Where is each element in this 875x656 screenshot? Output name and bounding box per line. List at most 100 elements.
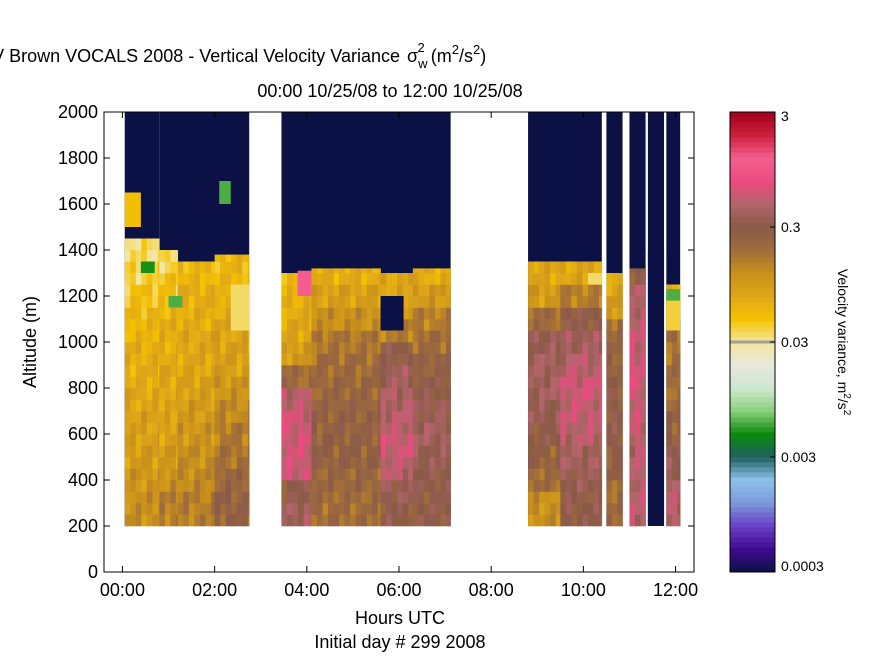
heatmap-cell bbox=[671, 468, 678, 481]
heatmap-cell bbox=[199, 457, 206, 469]
heatmap-cell bbox=[666, 376, 673, 389]
heatmap-cell bbox=[130, 238, 137, 251]
heatmap-cell bbox=[175, 250, 179, 262]
heatmap-cell bbox=[124, 422, 131, 435]
heatmap-cell bbox=[617, 503, 623, 515]
heatmap-cell bbox=[194, 376, 201, 389]
heatmap-cell bbox=[611, 399, 618, 412]
heatmap-cell bbox=[170, 342, 177, 354]
heatmap-cell bbox=[361, 365, 368, 377]
heatmap-cell bbox=[183, 284, 190, 297]
x-tick-label: 10:00 bbox=[561, 580, 606, 600]
heatmap-cell bbox=[322, 376, 329, 389]
heatmap-cell bbox=[560, 491, 567, 504]
heatmap-cell bbox=[412, 307, 419, 320]
heatmap-cell bbox=[533, 411, 540, 423]
heatmap-cell bbox=[286, 273, 293, 285]
heatmap-cell bbox=[236, 445, 243, 458]
heatmap-cell bbox=[412, 445, 419, 458]
heatmap-cell bbox=[361, 307, 368, 320]
heatmap-cell bbox=[141, 330, 148, 343]
heatmap-cell bbox=[124, 342, 131, 354]
heatmap-cell bbox=[366, 411, 373, 423]
heatmap-cell bbox=[170, 330, 177, 343]
heatmap-cell bbox=[311, 353, 318, 366]
heatmap-cell bbox=[231, 261, 238, 274]
heatmap-cell bbox=[611, 503, 618, 515]
heatmap-cell bbox=[550, 307, 557, 320]
heatmap-cell bbox=[599, 296, 603, 308]
heatmap-cell bbox=[555, 330, 561, 343]
heatmap-cell bbox=[599, 468, 603, 481]
heatmap-cell bbox=[446, 434, 451, 446]
heatmap-cell bbox=[194, 273, 201, 285]
heatmap-cell bbox=[328, 353, 334, 366]
heatmap-cell bbox=[582, 296, 589, 308]
heatmap-cell bbox=[355, 284, 362, 297]
heatmap-cell bbox=[606, 388, 613, 400]
heatmap-cell bbox=[339, 273, 345, 285]
heatmap-cell bbox=[292, 503, 299, 515]
heatmap-cell bbox=[611, 284, 618, 297]
heatmap-cell bbox=[124, 411, 131, 423]
heatmap-cell bbox=[361, 399, 368, 412]
heatmap-cell bbox=[391, 353, 398, 366]
heatmap-cell bbox=[544, 284, 551, 297]
title-units-open: (m bbox=[431, 46, 452, 66]
heatmap-cell bbox=[555, 284, 561, 297]
heatmap-cell bbox=[292, 411, 299, 423]
colorbar-swatch bbox=[730, 367, 775, 373]
heatmap-cell bbox=[418, 503, 425, 515]
heatmap-cell bbox=[640, 307, 646, 320]
heatmap-cell bbox=[397, 468, 403, 481]
heatmap-cell bbox=[377, 284, 381, 297]
heatmap-cell bbox=[576, 376, 583, 389]
heatmap-cell bbox=[423, 376, 430, 389]
heatmap-cell bbox=[377, 319, 381, 331]
heatmap-cell bbox=[429, 365, 436, 377]
heatmap-cell bbox=[286, 422, 293, 435]
heatmap-cell bbox=[247, 411, 250, 423]
heatmap-cell bbox=[582, 422, 589, 435]
heatmap-cell bbox=[183, 353, 190, 366]
heatmap-cell bbox=[231, 342, 238, 354]
heatmap-cell bbox=[124, 503, 131, 515]
heatmap-cell bbox=[397, 422, 403, 435]
heatmap-cell bbox=[355, 445, 362, 458]
heatmap-cell bbox=[177, 514, 184, 527]
heatmap-cell bbox=[231, 330, 238, 343]
heatmap-cell bbox=[565, 365, 572, 377]
heatmap-cell bbox=[635, 353, 641, 366]
heatmap-cell bbox=[205, 411, 212, 423]
heatmap-cell bbox=[402, 434, 409, 446]
colorbar-swatch bbox=[730, 297, 775, 303]
heatmap-cell bbox=[152, 307, 159, 320]
colorbar-swatch bbox=[730, 372, 775, 378]
heatmap-cell bbox=[225, 388, 232, 400]
heatmap-cell bbox=[309, 365, 312, 377]
colorbar-swatch bbox=[730, 462, 775, 468]
heatmap-cell bbox=[677, 514, 681, 527]
heatmap-cell bbox=[286, 457, 293, 469]
heatmap-cell bbox=[599, 342, 603, 354]
heatmap-cell bbox=[210, 388, 215, 400]
heatmap-cell bbox=[146, 399, 153, 412]
heatmap-cell bbox=[159, 273, 166, 285]
heatmap-cell bbox=[666, 491, 673, 504]
heatmap-cell bbox=[309, 445, 312, 458]
heatmap-cell bbox=[599, 434, 603, 446]
heatmap-cell bbox=[339, 434, 345, 446]
heatmap-cell bbox=[528, 491, 534, 504]
heatmap-cell bbox=[423, 353, 430, 366]
heatmap-cell bbox=[391, 388, 398, 400]
heatmap-cell bbox=[183, 388, 190, 400]
heatmap-cell bbox=[303, 296, 310, 308]
heatmap-cell bbox=[164, 411, 171, 423]
heatmap-cell bbox=[135, 365, 142, 377]
heatmap-cell bbox=[205, 468, 212, 481]
heatmap-cell bbox=[587, 284, 594, 297]
heatmap-cell bbox=[322, 434, 329, 446]
heatmap-cell bbox=[372, 273, 379, 285]
heatmap-cell bbox=[544, 434, 551, 446]
heatmap-cell bbox=[544, 376, 551, 389]
